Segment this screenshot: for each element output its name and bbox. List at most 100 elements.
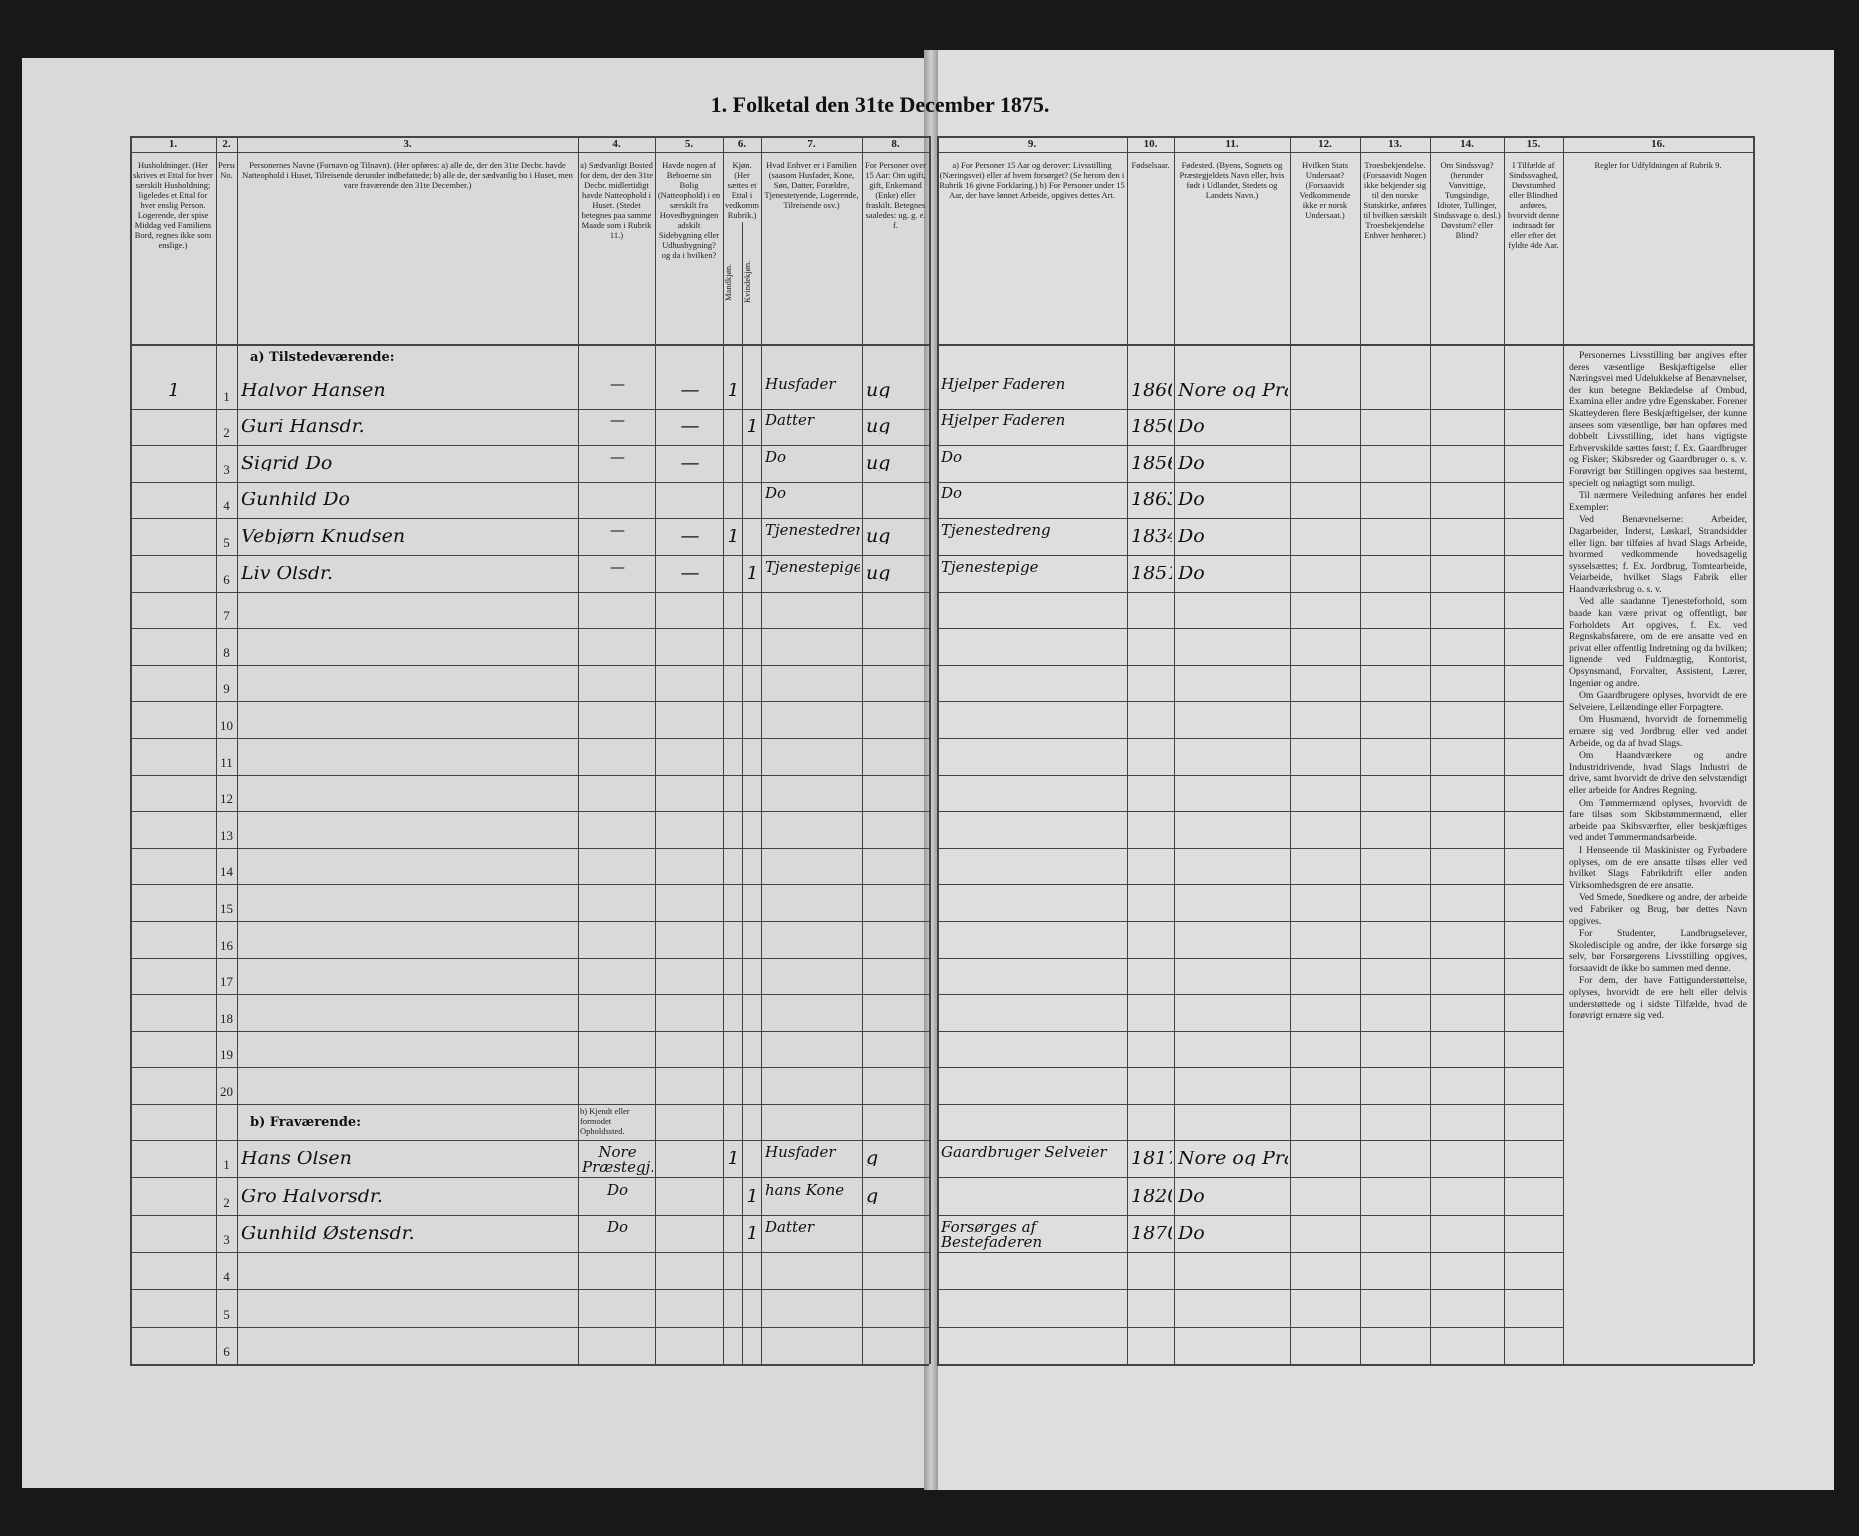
left-page [22, 58, 934, 1488]
row-number: 19 [220, 1047, 233, 1063]
column-heading: Personernes Navne (Fornavn og Tilnavn). … [242, 160, 573, 190]
rule-line [130, 408, 929, 410]
rule-line [130, 1214, 929, 1216]
handwritten-male: 1 [727, 529, 740, 544]
rule-line [130, 994, 929, 996]
handwritten-building: — [680, 382, 700, 398]
rule-line [937, 701, 1563, 703]
handwritten-household: 1 [167, 382, 181, 398]
rule-line [937, 408, 1563, 410]
handwritten-birthplace: Do [1178, 565, 1205, 581]
rule-line [130, 628, 929, 630]
column-number: 3. [403, 138, 412, 150]
rule-line [937, 774, 1563, 776]
column-line [761, 136, 762, 1364]
handwritten-family: Tjenestepige [765, 559, 860, 575]
rule-line [937, 1251, 1563, 1253]
column-number: 12. [1318, 138, 1332, 150]
column-line [1290, 136, 1291, 1364]
rules-paragraph: Ved Benævnelserne: Arbeider, Dagarbeider… [1569, 514, 1747, 595]
row-number: 3 [223, 1231, 230, 1247]
handwritten-marital: ug [866, 529, 891, 544]
column-heading: Personernes No. [218, 160, 235, 180]
column-heading: Om Sindssvag? (herunder Vanvittige, Tung… [1433, 160, 1501, 240]
row-number: 12 [220, 791, 233, 807]
rule-line [937, 811, 1563, 813]
rule-line [937, 591, 1563, 593]
row-number: 14 [220, 864, 233, 880]
column-number: 4. [612, 138, 621, 150]
rule-line [937, 1326, 1563, 1328]
row-number: 17 [220, 974, 233, 990]
handwritten-occupation: Hjelper Faderen [941, 413, 1066, 429]
handwritten-occupation: Hjelper Faderen [941, 376, 1066, 392]
rule-line [130, 701, 929, 703]
handwritten-residence: — [610, 559, 625, 575]
rule-line [130, 152, 929, 153]
handwritten-birthplace: Do [1178, 455, 1205, 471]
handwritten-residence: Nore Præstegj. [582, 1145, 653, 1176]
handwritten-name: Vebjørn Knudsen [241, 529, 406, 544]
rule-line [130, 921, 929, 922]
row-number: 1 [223, 1157, 230, 1173]
rule-line [937, 921, 1563, 922]
handwritten-marital: ug [866, 382, 891, 398]
rules-paragraph: Ved alle saadanne Tjenesteforhold, som b… [1569, 596, 1747, 689]
rule-line [937, 1104, 1563, 1105]
handwritten-marital: g [866, 1188, 879, 1204]
rules-paragraph: For Studenter, Landbrugselever, Skoledis… [1569, 928, 1747, 974]
rules-paragraph: Om Husmænd, hvorvidt de fornemmelig ernæ… [1569, 714, 1747, 749]
row-number: 18 [220, 1010, 233, 1026]
handwritten-occupation: Do [941, 449, 963, 465]
handwritten-name: Hans Olsen [241, 1151, 352, 1167]
handwritten-occupation: Forsørges af Bestefaderen [941, 1219, 1043, 1250]
rule-line [937, 445, 1563, 447]
column-line [742, 222, 743, 1364]
column-heading: Kjøn. (Her sættes et Ettal i vedkommende… [725, 160, 759, 220]
rule-line [130, 774, 929, 776]
column-heading: For Personer over 15 Aar: Om ugift, gift… [865, 160, 926, 230]
rule-line [937, 1030, 1563, 1032]
rule-line [130, 591, 929, 593]
handwritten-occupation: Tjenestedreng [941, 523, 1051, 538]
column-number: 1. [168, 138, 178, 150]
handwritten-building: — [680, 529, 700, 544]
rule-line [937, 1214, 1563, 1216]
handwritten-born: 1834 [1131, 529, 1172, 544]
column-number: 14. [1460, 138, 1474, 150]
rule-line [130, 884, 929, 886]
handwritten-family: Husfader [765, 1145, 836, 1161]
rule-line [130, 136, 929, 138]
column-line [1127, 136, 1128, 1364]
column-line [578, 136, 579, 1364]
column-heading: Troesbekjendelse. (Forsaavidt Nogen ikke… [1363, 160, 1427, 240]
rule-line [937, 1289, 1563, 1291]
rule-line [130, 1030, 929, 1032]
rule-line [937, 1140, 1563, 1141]
absent-residence-heading: b) Kjendt eller formodet Opholdssted. [580, 1106, 630, 1136]
rule-line [937, 555, 1563, 556]
handwritten-born: 1817 [1131, 1151, 1172, 1167]
rules-paragraph: Personernes Livsstilling bør angives eft… [1569, 350, 1747, 489]
rule-line [130, 957, 929, 959]
column-line [1563, 136, 1564, 1364]
rule-line [130, 1289, 929, 1291]
handwritten-birthplace: Nore og Præstegj. [1178, 382, 1288, 398]
handwritten-born: 1863 [1131, 492, 1172, 508]
sex-subheading: Mandkjøn. [723, 263, 733, 301]
rule-line [130, 344, 929, 346]
rule-line [937, 664, 1563, 666]
rule-line [937, 884, 1563, 886]
rule-line [937, 518, 1563, 520]
handwritten-birthplace: Do [1178, 529, 1205, 544]
rule-line [130, 1140, 929, 1141]
rule-line [937, 1364, 1753, 1366]
column-number: 15. [1526, 138, 1541, 150]
rule-line [937, 481, 1563, 483]
row-number: 4 [223, 1269, 230, 1285]
column-heading: I Tilfælde af Sindssvaghed, Døvstumhed e… [1507, 160, 1560, 250]
rules-paragraph: Om Gaardbrugere oplyses, hvorvidt de ere… [1569, 690, 1747, 713]
handwritten-born: 1850 [1131, 419, 1172, 435]
section-label: a) Tilstedeværende: [250, 350, 395, 365]
rule-line [130, 1104, 929, 1105]
